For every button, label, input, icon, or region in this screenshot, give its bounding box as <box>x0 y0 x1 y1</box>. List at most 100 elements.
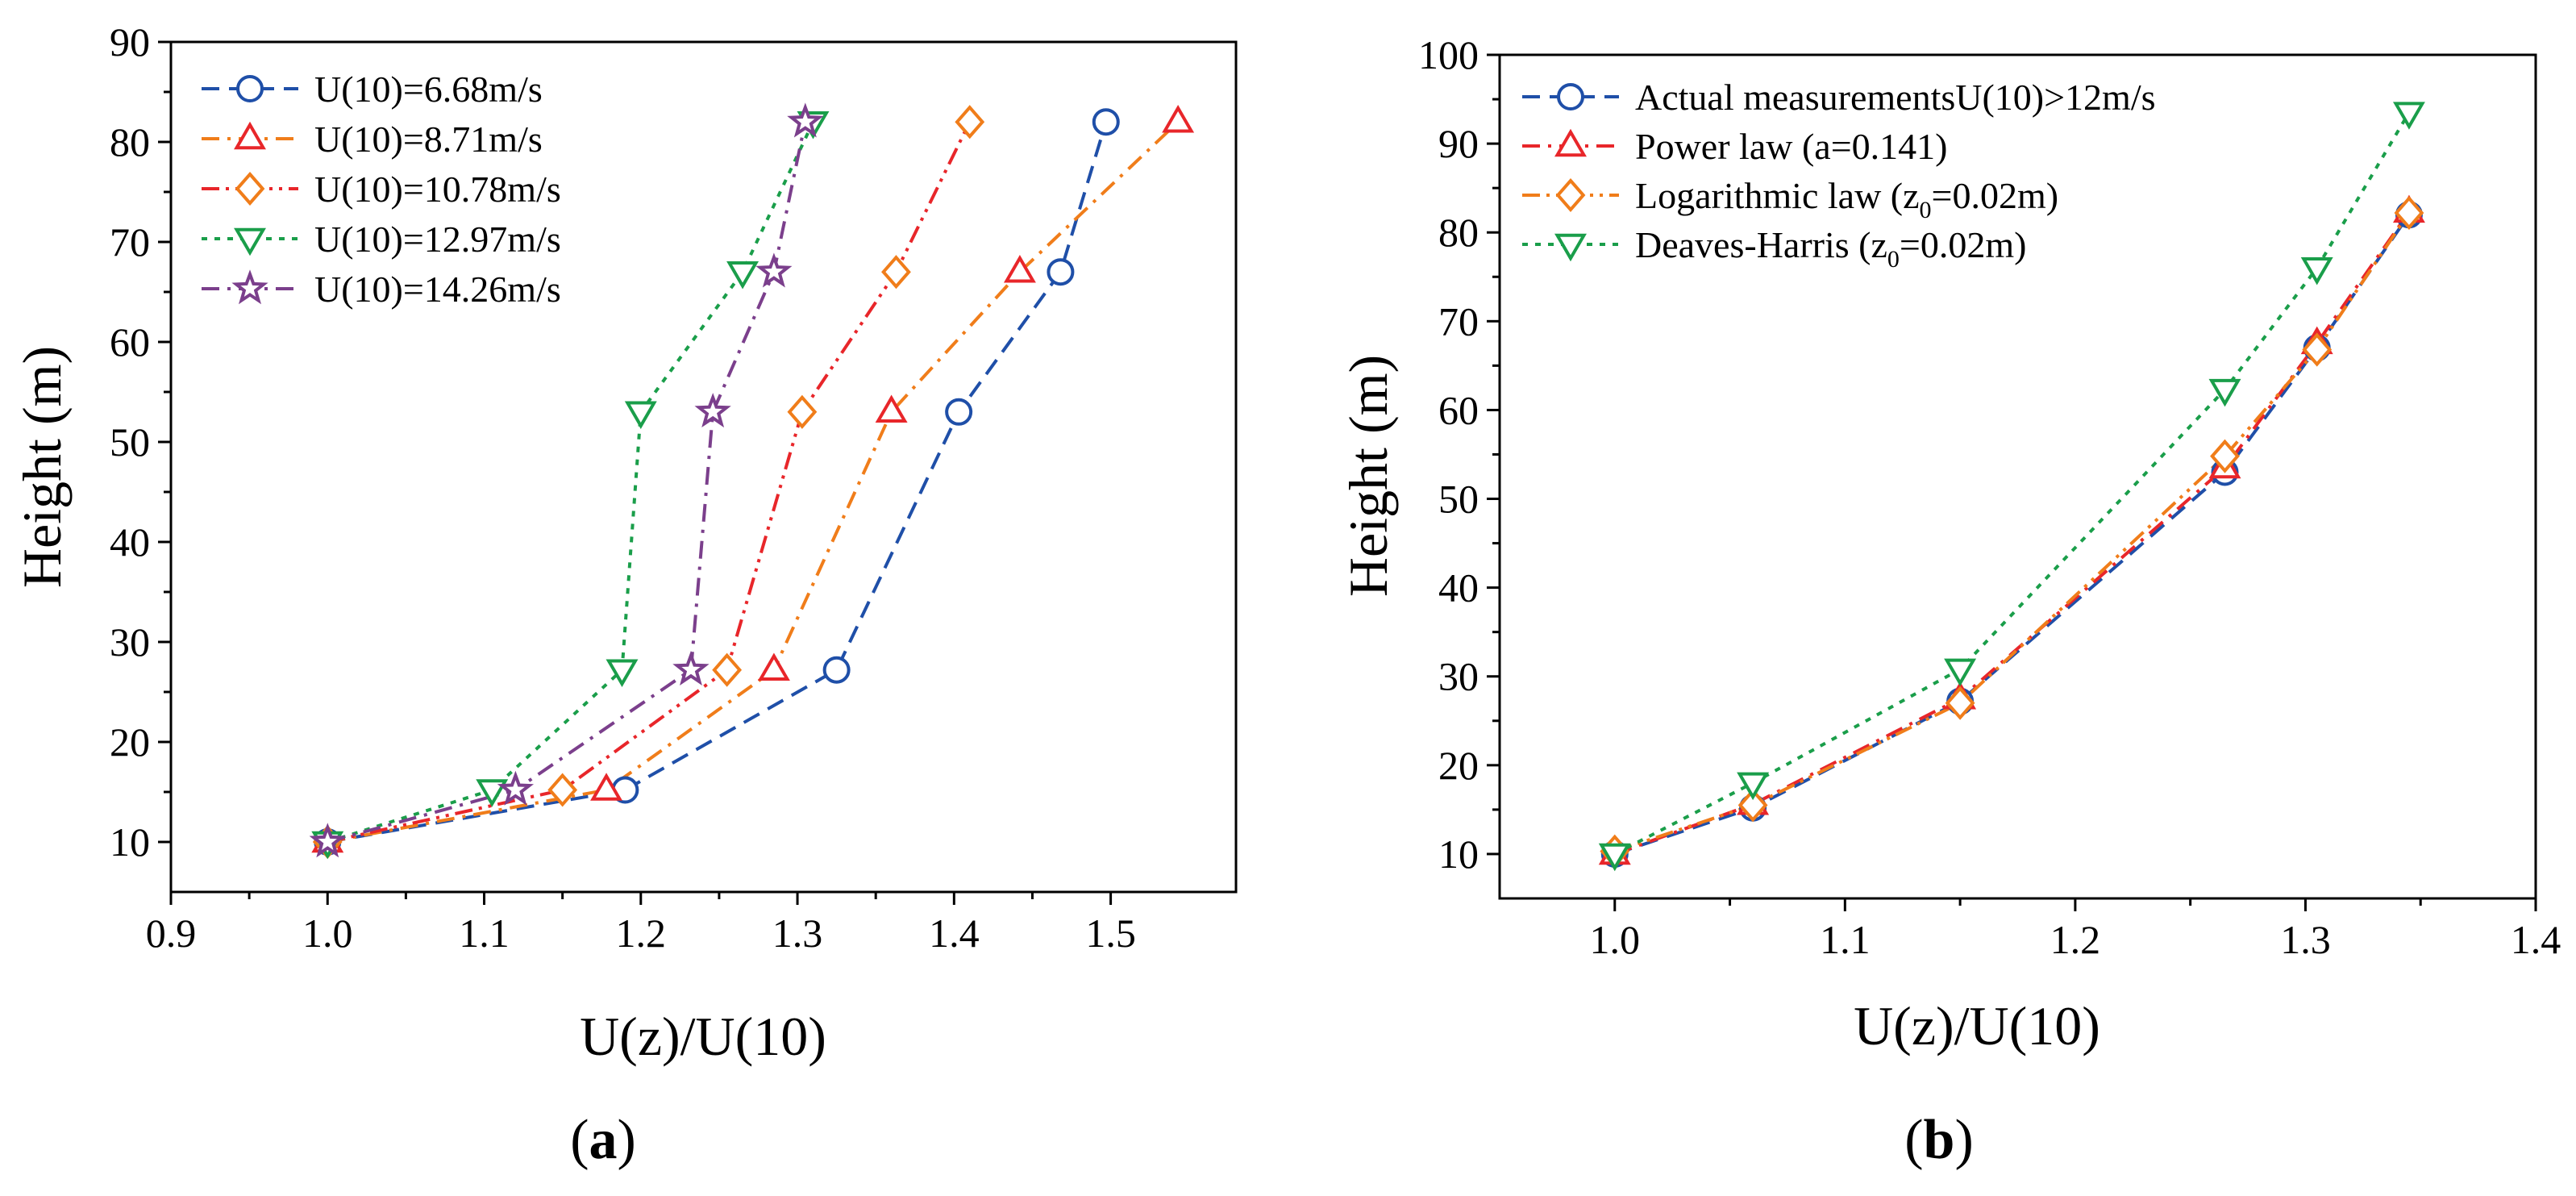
data-point-3 <box>1737 772 1770 801</box>
legend-label-3: Deaves-Harris (z0=0.02m) <box>1635 224 2026 273</box>
data-point-4 <box>694 393 731 428</box>
series-line-3 <box>1613 111 2411 856</box>
legend-marker-1 <box>234 121 266 150</box>
series-group-b <box>1598 102 2425 872</box>
data-point-4 <box>755 252 793 288</box>
data-point-3 <box>1598 843 1631 872</box>
caption-b: (b) <box>1904 1109 1974 1171</box>
y-tick-label: 10 <box>1438 831 1479 877</box>
data-point-2 <box>1945 686 1975 720</box>
y-tick-label: 20 <box>110 719 150 765</box>
y-tick-label: 60 <box>110 319 150 365</box>
x-tick-label: 1.2 <box>616 911 667 956</box>
y-tick-label: 50 <box>1438 477 1479 522</box>
x-axis-title-a: U(z)/U(10) <box>580 1006 826 1067</box>
legend-label-main: Logarithmic law (z <box>1635 175 1920 216</box>
caption-a: (a) <box>570 1109 636 1171</box>
y-tick-label: 40 <box>1438 565 1479 611</box>
caption-b-close: ) <box>1954 1109 1973 1171</box>
data-point-2 <box>547 773 578 807</box>
y-tick-label: 10 <box>110 819 150 865</box>
x-tick-label: 0.9 <box>146 911 197 956</box>
data-point-0 <box>822 656 851 684</box>
legend-marker-2 <box>235 171 265 206</box>
data-point-2 <box>787 394 818 429</box>
y-tick-label: 30 <box>110 619 150 665</box>
data-point-4 <box>672 650 710 686</box>
x-tick-label: 1.0 <box>1590 917 1641 962</box>
data-point-2 <box>881 255 911 290</box>
data-point-2 <box>2394 195 2424 231</box>
y-tick-label: 70 <box>1438 298 1479 344</box>
y-axis-title-a: Height (m) <box>11 346 73 588</box>
data-point-3 <box>1944 658 1977 687</box>
y-tick-label: 40 <box>110 519 150 565</box>
series-line-0 <box>1614 214 2411 856</box>
y-tick-label: 60 <box>1438 387 1479 432</box>
y-tick-label: 30 <box>1438 654 1479 699</box>
data-point-2 <box>2302 332 2333 367</box>
series-line-2 <box>1614 211 2411 853</box>
data-point-1 <box>1003 254 1036 283</box>
x-tick-label: 1.2 <box>2050 917 2101 962</box>
legend-label-3: U(10)=12.97m/s <box>314 219 561 260</box>
legend-label-1: U(10)=8.71m/s <box>314 119 543 160</box>
x-tick-label: 1.3 <box>2280 917 2331 962</box>
legend-b: Actual measurementsU(10)>12m/s Power law … <box>1522 77 2156 273</box>
y-tick-label: 90 <box>1438 121 1479 166</box>
x-tick-label: 1.3 <box>772 911 823 956</box>
axes-a: 0.9 1.0 1.1 1.2 1.3 1.4 1.5 10 20 30 40 50 60 70 80 90 <box>110 19 1136 956</box>
data-point-0 <box>1092 108 1120 136</box>
caption-a-letter: a <box>589 1109 618 1171</box>
data-point-2 <box>1737 788 1768 823</box>
legend-label-tail: =0.02m) <box>1932 175 2059 216</box>
data-point-3 <box>2392 102 2425 130</box>
data-point-3 <box>2300 257 2333 285</box>
data-point-3 <box>606 659 639 687</box>
legend-label-0: U(10)=6.68m/s <box>314 69 543 110</box>
data-point-2 <box>712 652 743 687</box>
series-line-3 <box>327 121 815 844</box>
plot-frame-a <box>169 40 1238 894</box>
legend-label-sub: 0 <box>1920 197 1932 223</box>
x-tick-label: 1.1 <box>1820 917 1871 962</box>
y-tick-label: 20 <box>1438 743 1479 788</box>
legend-label-4: U(10)=14.26m/s <box>314 269 561 310</box>
x-tick-label: 1.1 <box>459 911 510 956</box>
legend-marker-4 <box>231 269 268 305</box>
plot-frame-b <box>1498 53 2537 900</box>
series-line-0 <box>327 121 1108 844</box>
data-point-3 <box>726 260 759 290</box>
x-axis-title-b: U(z)/U(10) <box>1854 995 2100 1056</box>
legend-label-sub: 0 <box>1887 246 1900 273</box>
caption-a-open: ( <box>570 1109 589 1171</box>
legend-label-tail: =0.02m) <box>1900 224 2027 265</box>
legend-label-2: Logarithmic law (z0=0.02m) <box>1635 175 2058 223</box>
data-point-0 <box>945 398 973 426</box>
data-point-1 <box>757 652 790 681</box>
caption-b-open: ( <box>1904 1109 1923 1171</box>
data-point-4 <box>787 102 824 138</box>
series-line-1 <box>1614 210 2411 856</box>
data-point-2 <box>955 105 985 140</box>
data-point-1 <box>590 773 623 801</box>
x-tick-label: 1.0 <box>302 911 353 956</box>
y-tick-label: 80 <box>1438 210 1479 255</box>
x-tick-label: 1.4 <box>929 911 980 956</box>
legend-marker-0 <box>1557 83 1584 110</box>
data-point-0 <box>1047 258 1075 286</box>
axes-b: 1.0 1.1 1.2 1.3 1.4 10 20 30 40 50 60 70 80 90 100 <box>1418 32 2561 962</box>
legend-label-main: Deaves-Harris (z <box>1635 224 1887 265</box>
x-tick-label: 1.5 <box>1085 911 1136 956</box>
data-point-3 <box>476 779 509 807</box>
y-tick-label: 80 <box>110 119 150 165</box>
legend-marker-3 <box>234 227 266 256</box>
data-point-1 <box>1162 104 1195 133</box>
y-tick-label: 90 <box>110 19 150 65</box>
data-point-4 <box>309 823 346 858</box>
legend-marker-2 <box>1555 177 1586 213</box>
y-axis-title-b: Height (m) <box>1338 355 1399 597</box>
series-line-4 <box>327 121 807 844</box>
y-tick-label: 50 <box>110 419 150 465</box>
